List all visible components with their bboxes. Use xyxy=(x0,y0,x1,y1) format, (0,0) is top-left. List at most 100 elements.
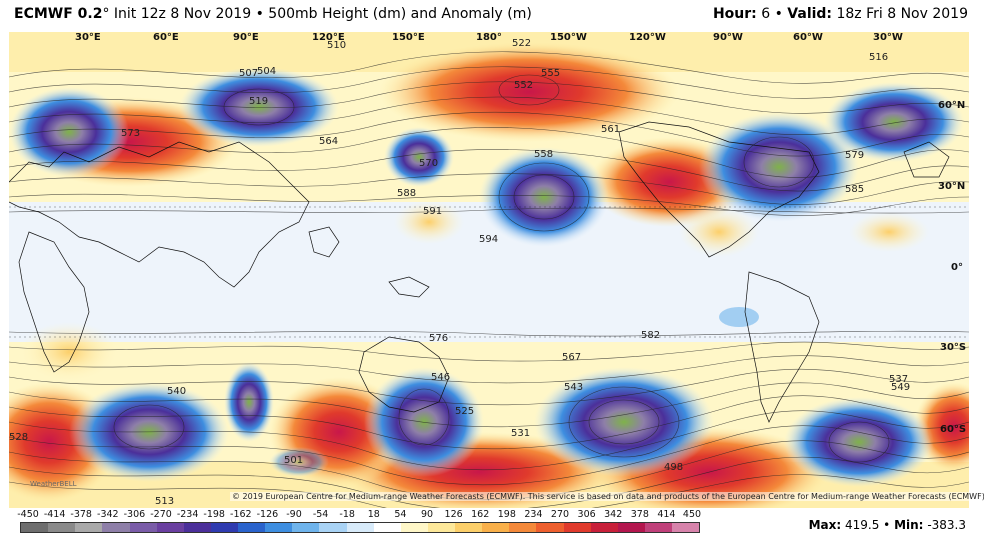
model-name: ECMWF 0.2 xyxy=(14,6,103,22)
contour-label: 516 xyxy=(869,52,888,63)
anomaly-trough-north-america xyxy=(699,112,859,222)
lon-label: 120°E xyxy=(312,32,345,43)
coast-north-america xyxy=(618,121,820,258)
colorbar-swatch xyxy=(482,523,510,532)
coast-eurasia xyxy=(9,141,310,288)
lon-label: 90°E xyxy=(233,32,259,43)
colorbar-tick: 306 xyxy=(577,509,596,520)
colorbar-tick: -54 xyxy=(312,509,329,520)
colorbar-tick: 378 xyxy=(630,509,649,520)
anomaly-trough-north-pacific xyxy=(479,147,609,247)
colorbar-swatch xyxy=(102,523,130,532)
contour-label: 594 xyxy=(479,234,498,245)
anomaly-trough-south-pacific xyxy=(534,367,714,477)
anomaly-trough-siberia xyxy=(179,67,339,147)
title-separator: • xyxy=(255,6,264,22)
contour-label: 564 xyxy=(319,136,338,147)
contour-label: 528 xyxy=(9,432,28,443)
contour-label: 543 xyxy=(564,382,583,393)
contour-label: 555 xyxy=(541,68,560,79)
colorbar-swatch xyxy=(644,523,672,532)
colorbar-swatch xyxy=(265,523,293,532)
contour-label: 567 xyxy=(562,352,581,363)
max-value: 419.5 xyxy=(844,518,880,532)
colorbar-tick: -378 xyxy=(70,509,92,520)
lon-label: 60°W xyxy=(793,32,823,43)
lat-label: 30°S xyxy=(940,342,967,353)
colorbar-swatch xyxy=(319,523,347,532)
colorbar-swatch xyxy=(672,523,700,532)
contour-label: 507 xyxy=(239,68,258,79)
anomaly-ridge-bering xyxy=(379,42,679,142)
colorbar-tick: 54 xyxy=(394,509,407,520)
contour-label: 501 xyxy=(284,455,303,466)
colorbar-swatch xyxy=(455,523,483,532)
contour-label: 561 xyxy=(601,124,620,135)
colorbar-tick: -414 xyxy=(43,509,66,520)
lon-label: 30°E xyxy=(75,32,101,43)
height-contours xyxy=(9,51,969,508)
colorbar-swatch xyxy=(183,523,211,532)
colorbar-swatch xyxy=(590,523,618,532)
colorbar-tick: -450 xyxy=(17,509,39,520)
lat-label: 60°S xyxy=(940,424,967,435)
colorbar-tick: 414 xyxy=(657,509,676,520)
product-name: 500mb Height (dm) and Anomaly (m) xyxy=(268,6,532,22)
tropics-band xyxy=(9,202,969,342)
coast-australia xyxy=(358,336,450,413)
contour-label: 582 xyxy=(641,330,660,341)
contour-label: 498 xyxy=(664,462,683,473)
min-value: -383.3 xyxy=(927,518,966,532)
copyright-notice: © 2019 European Centre for Medium-range … xyxy=(230,492,984,501)
init-time: Init 12z 8 Nov 2019 xyxy=(113,6,252,22)
colorbar-tick: -234 xyxy=(176,509,199,520)
contour-label: 522 xyxy=(512,38,531,49)
colorbar-tick: 126 xyxy=(444,509,463,520)
colorbar-swatch xyxy=(617,523,645,532)
valid-label: Valid: xyxy=(787,6,833,22)
colorbar-swatch xyxy=(129,523,157,532)
contour-label: 546 xyxy=(431,372,450,383)
colorbar-swatch xyxy=(21,523,49,532)
colorbar-tick: -342 xyxy=(97,509,119,520)
lon-label: 30°W xyxy=(873,32,903,43)
contour-label: 588 xyxy=(397,188,416,199)
valid-value: 18z Fri 8 Nov 2019 xyxy=(836,6,968,22)
contour-label: 531 xyxy=(511,428,530,439)
colorbar-swatch xyxy=(373,523,401,532)
weatherbell-logo: WeatherBELL xyxy=(30,480,77,488)
longitude-labels: 30°E 60°E 90°E 120°E 150°E 180° 150°W 12… xyxy=(9,32,969,46)
colorbar-swatch xyxy=(238,523,266,532)
colorbar-swatch xyxy=(400,523,428,532)
min-label: Min: xyxy=(894,518,924,532)
map-canvas: 507 510 504 519 573 555 552 522 558 585 … xyxy=(9,32,969,508)
coastlines xyxy=(9,121,950,423)
valid-separator: • xyxy=(774,6,783,22)
anomaly-map[interactable]: 507 510 504 519 573 555 552 522 558 585 … xyxy=(9,32,969,508)
colorbar-swatches xyxy=(20,522,700,533)
hour-label: Hour: xyxy=(712,6,757,22)
contour-label: 591 xyxy=(423,206,442,217)
anomaly-trough-australia xyxy=(364,367,484,477)
colorbar-swatch xyxy=(156,523,184,532)
colorbar-swatch xyxy=(292,523,320,532)
contour-labels: 507 510 504 519 573 555 552 522 558 585 … xyxy=(9,38,910,507)
coast-africa xyxy=(18,231,90,373)
colorbar-swatch xyxy=(509,523,537,532)
contour-label: 540 xyxy=(167,386,186,397)
coast-south-america xyxy=(744,271,820,423)
colorbar-tick: -90 xyxy=(286,509,302,520)
colorbar-tick: -270 xyxy=(150,509,172,520)
colorbar-tick: 162 xyxy=(471,509,490,520)
contour-label: 585 xyxy=(845,184,864,195)
lat-label: 60°N xyxy=(938,100,966,111)
chart-title: ECMWF 0.2° Init 12z 8 Nov 2019 • 500mb H… xyxy=(14,6,532,22)
contour-label: 537 xyxy=(889,374,908,385)
valid-time: Hour: 6 • Valid: 18z Fri 8 Nov 2019 xyxy=(713,6,968,22)
colorbar-tick: 270 xyxy=(550,509,570,520)
colorbar-tick: 198 xyxy=(497,509,516,520)
colorbar-tick: -306 xyxy=(123,509,146,520)
lon-label: 120°W xyxy=(629,32,666,43)
contour-label: 558 xyxy=(534,149,553,160)
colorbar-swatch xyxy=(48,523,76,532)
